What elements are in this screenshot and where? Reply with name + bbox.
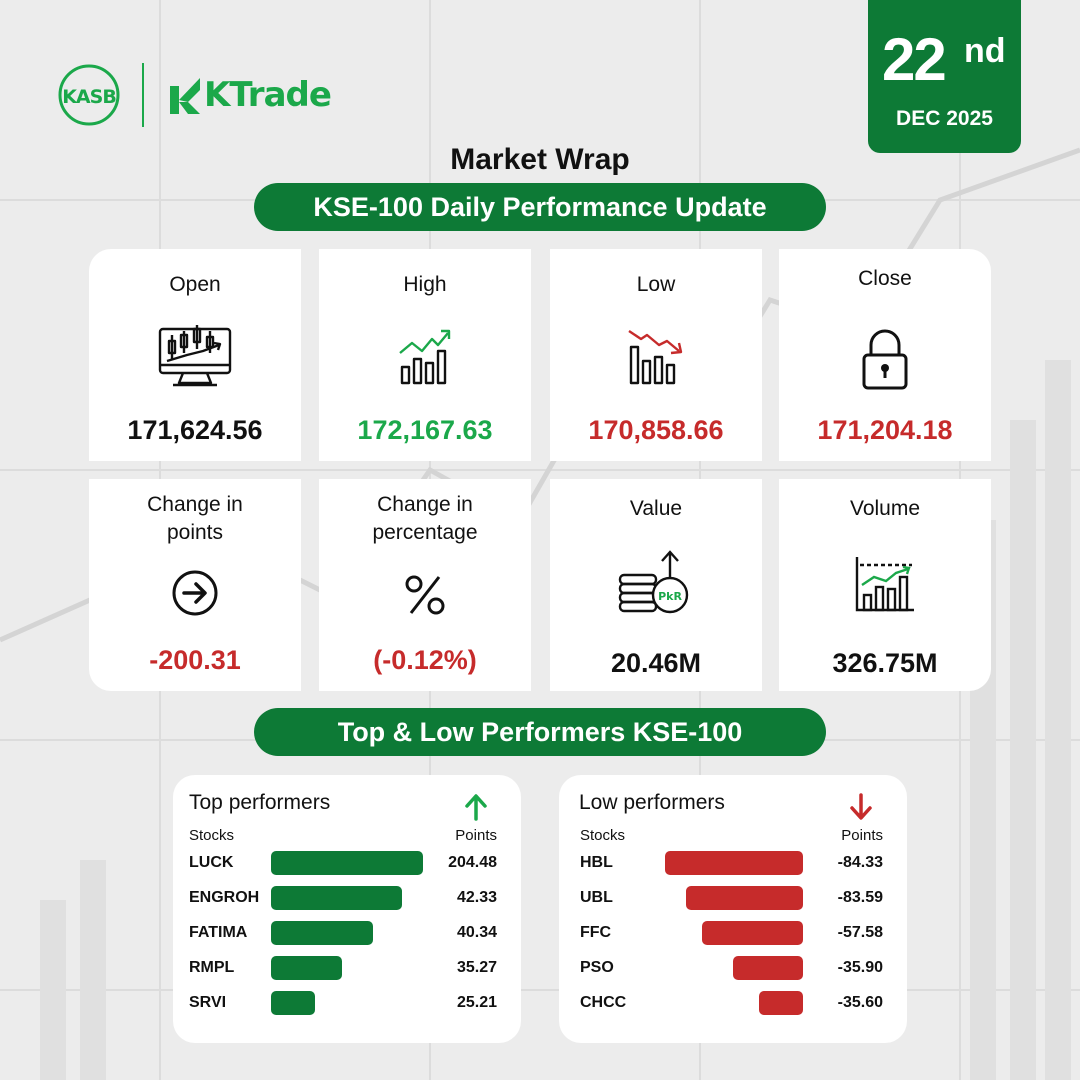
lock-icon bbox=[862, 329, 908, 390]
stat-label: Low bbox=[636, 273, 676, 296]
bar bbox=[271, 886, 402, 910]
coins-pkr-icon: PkR bbox=[618, 550, 689, 614]
stat-label: Change in percentage bbox=[372, 493, 478, 544]
arrow-circle-icon bbox=[172, 570, 218, 616]
stat-label: Change in points bbox=[147, 493, 243, 544]
svg-text:KASB: KASB bbox=[62, 86, 116, 108]
stat-value: 171,204.18 bbox=[817, 415, 953, 445]
stat-value: 20.46M bbox=[610, 648, 702, 678]
stock-points: -57.58 bbox=[837, 924, 883, 941]
stocks-header: Stocks bbox=[189, 827, 235, 844]
bar bbox=[702, 921, 803, 945]
low-performers-card: Low performers Stocks Points HBL -84.33 UB… bbox=[559, 775, 907, 1043]
stat-label: Value bbox=[629, 497, 683, 520]
kasb-logo: KASB bbox=[58, 64, 120, 126]
stat-label: Close bbox=[858, 267, 912, 290]
stat-card-volume: Volume 326.75M bbox=[779, 479, 991, 691]
stat-card-close: Close 171,204.18 bbox=[779, 249, 991, 461]
stock-name: CHCC bbox=[580, 994, 627, 1011]
bar bbox=[733, 956, 803, 980]
stock-name: SRVI bbox=[189, 994, 227, 1011]
stock-points: 25.21 bbox=[456, 994, 497, 1011]
stock-points: -35.90 bbox=[837, 959, 883, 976]
chart-up-icon bbox=[399, 329, 451, 385]
stock-points: 40.34 bbox=[456, 924, 497, 941]
stat-label: Open bbox=[169, 273, 221, 296]
stat-card-low: Low 170,858.66 bbox=[550, 249, 762, 461]
volume-chart-icon bbox=[855, 557, 914, 612]
date-day: 22 bbox=[882, 26, 947, 93]
date-badge: 22 nd DEC 2025 bbox=[868, 0, 1021, 153]
bar bbox=[271, 991, 315, 1015]
top-performers-card: Top performers Stocks Points LUCK 204.48 E… bbox=[173, 775, 521, 1043]
points-header: Points bbox=[841, 827, 883, 844]
stock-points: -83.59 bbox=[837, 889, 883, 906]
low-performers-title: Low performers bbox=[579, 791, 725, 814]
ktrade-wordmark: KTrade bbox=[204, 75, 332, 115]
candlestick-monitor-icon bbox=[158, 325, 232, 387]
bar bbox=[759, 991, 803, 1015]
stock-name: UBL bbox=[580, 889, 613, 906]
stat-value: 171,624.56 bbox=[127, 415, 263, 445]
stat-value: 326.75M bbox=[832, 648, 938, 678]
stocks-header: Stocks bbox=[580, 827, 626, 844]
stat-label: Volume bbox=[849, 497, 921, 520]
stat-value: 172,167.63 bbox=[357, 415, 493, 445]
stock-name: HBL bbox=[580, 854, 613, 871]
bar bbox=[665, 851, 803, 875]
stat-value: -200.31 bbox=[149, 645, 241, 675]
ktrade-mark-icon bbox=[170, 78, 200, 114]
stock-points: -35.60 bbox=[837, 994, 883, 1011]
stat-value: (-0.12%) bbox=[373, 645, 477, 675]
stat-card-change-points: Change in points -200.31 bbox=[89, 479, 301, 691]
stock-points: 35.27 bbox=[456, 959, 497, 976]
points-header: Points bbox=[455, 827, 497, 844]
stock-points: 42.33 bbox=[456, 889, 497, 906]
stat-value: 170,858.66 bbox=[588, 415, 724, 445]
stat-card-change-percentage: Change in percentage (-0.12%) bbox=[319, 479, 531, 691]
bar bbox=[271, 956, 342, 980]
stock-name: PSO bbox=[580, 959, 614, 976]
stat-card-high: High 172,167.63 bbox=[319, 249, 531, 461]
percent-icon bbox=[405, 575, 445, 615]
stock-name: FATIMA bbox=[189, 924, 248, 941]
stock-name: FFC bbox=[580, 924, 612, 941]
stock-points: 204.48 bbox=[448, 854, 497, 871]
subtitle-banner: KSE-100 Daily Performance Update bbox=[254, 183, 826, 231]
bar bbox=[271, 921, 373, 945]
page-title: Market Wrap bbox=[450, 143, 630, 176]
svg-text:PkR: PkR bbox=[658, 590, 682, 603]
stock-name: ENGROH bbox=[189, 889, 260, 906]
arrow-down-icon bbox=[850, 793, 872, 820]
bar bbox=[271, 851, 423, 875]
stat-label: High bbox=[403, 273, 447, 296]
date-month-year: DEC 2025 bbox=[896, 107, 993, 130]
bar bbox=[686, 886, 803, 910]
chart-down-icon bbox=[628, 330, 683, 385]
ktrade-logo: KTrade bbox=[166, 75, 332, 115]
date-suffix: nd bbox=[964, 32, 1006, 70]
stat-card-open: Open 171,624.56 bbox=[89, 249, 301, 461]
logo-divider bbox=[142, 63, 144, 127]
brand-logos: KASB KTrade bbox=[58, 62, 332, 128]
performers-banner: Top & Low Performers KSE-100 bbox=[254, 708, 826, 756]
top-performers-title: Top performers bbox=[189, 791, 331, 814]
arrow-up-icon bbox=[465, 794, 487, 821]
stock-name: RMPL bbox=[189, 959, 235, 976]
stat-card-value: Value PkR 20.46M bbox=[550, 479, 762, 691]
stock-points: -84.33 bbox=[837, 854, 883, 871]
stock-name: LUCK bbox=[189, 854, 234, 871]
